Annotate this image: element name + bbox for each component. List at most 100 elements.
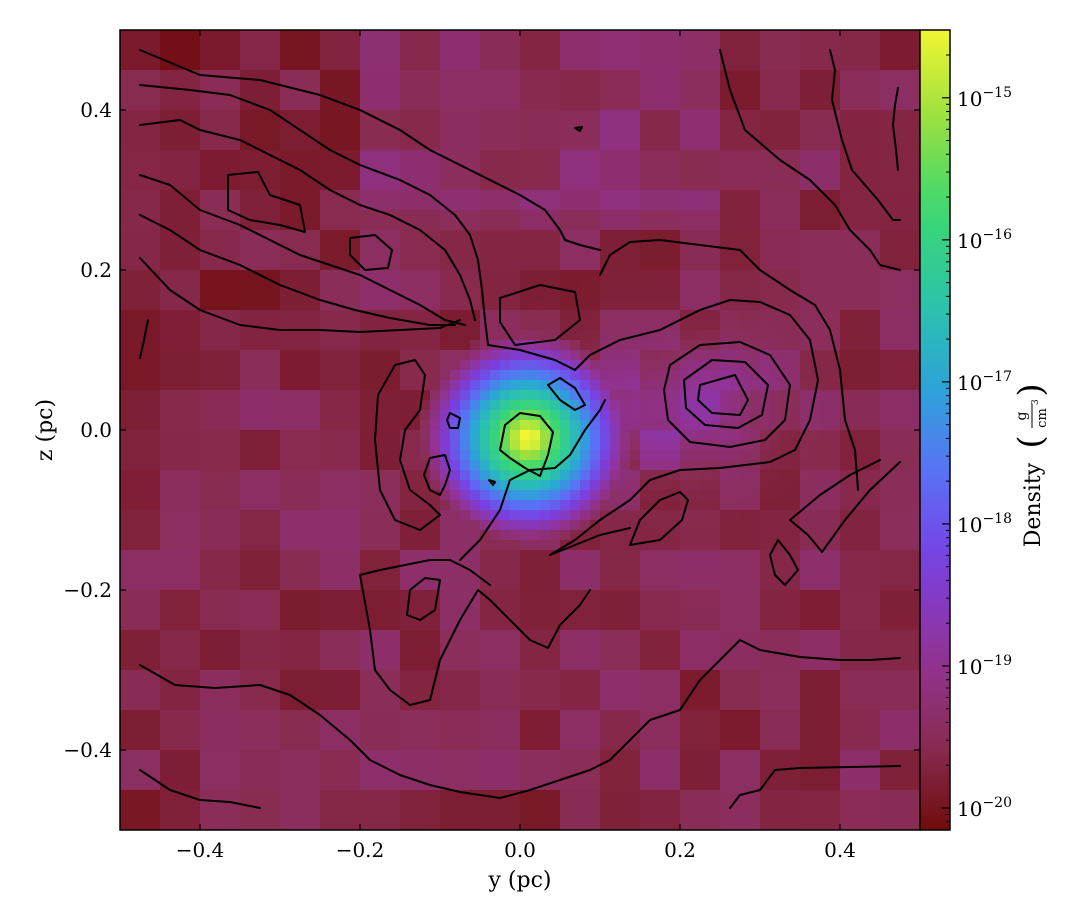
heatmap-cell [250,740,261,751]
heatmap-cell [430,80,441,91]
heatmap-cell [190,410,201,421]
heatmap-cell [630,780,641,791]
heatmap-cell [690,380,701,391]
heatmap-cell [520,540,531,551]
heatmap-cell [590,50,601,61]
heatmap-cell [640,380,651,391]
heatmap-cell [400,390,411,401]
heatmap-cell [240,580,251,591]
heatmap-cell [240,450,251,461]
heatmap-cell [250,780,261,791]
heatmap-cell [120,730,131,741]
heatmap-cell [300,30,311,41]
heatmap-cell [340,670,351,681]
heatmap-cell [230,240,241,251]
heatmap-cell [130,820,141,830]
heatmap-cell [640,240,651,251]
heatmap-cell [380,740,391,751]
heatmap-cell [370,810,381,821]
heatmap-cell [450,440,461,451]
heatmap-cell [680,260,691,271]
heatmap-cell [120,580,131,591]
heatmap-cell [200,210,211,221]
heatmap-cell [700,750,711,761]
heatmap-cell [240,270,251,281]
heatmap-cell [150,200,161,211]
heatmap-cell [310,220,321,231]
heatmap-cell [600,690,611,701]
heatmap-cell [610,350,621,361]
heatmap-cell [180,710,191,721]
heatmap-cell [570,490,581,501]
heatmap-cell [140,160,151,171]
heatmap-cell [650,660,661,671]
heatmap-cell [390,770,401,781]
heatmap-cell [170,320,181,331]
heatmap-cell [290,170,301,181]
heatmap-cell [700,370,711,381]
heatmap-cell [570,260,581,271]
heatmap-cell [160,510,171,521]
heatmap-cell [570,710,581,721]
heatmap-cell [560,520,571,531]
heatmap-cell [150,710,161,721]
heatmap-cell [300,660,311,671]
heatmap-cell [380,490,391,501]
heatmap-cell [300,560,311,571]
heatmap-cell [680,270,691,281]
heatmap-cell [640,550,651,561]
heatmap-cell [120,620,131,631]
heatmap-cell [190,690,201,701]
heatmap-cell [210,710,221,721]
heatmap-cell [170,260,181,271]
heatmap-cell [160,540,171,551]
heatmap-cell [260,190,271,201]
heatmap-cell [660,630,671,641]
heatmap-cell [370,560,381,571]
heatmap-cell [440,160,451,171]
heatmap-cell [250,390,261,401]
heatmap-cell [550,370,561,381]
heatmap-cell [390,230,401,241]
heatmap-cell [520,120,531,131]
heatmap-cell [630,590,641,601]
heatmap-cell [280,540,291,551]
heatmap-cell [600,190,611,201]
heatmap-cell [330,690,341,701]
heatmap-cell [440,760,451,771]
heatmap-cell [140,770,151,781]
heatmap-cell [430,490,441,501]
heatmap-cell [600,540,611,551]
heatmap-cell [270,680,281,691]
heatmap-cell [720,220,731,231]
heatmap-cell [580,470,591,481]
heatmap-cell [710,110,721,121]
heatmap-cell [140,320,151,331]
heatmap-cell [630,370,641,381]
heatmap-cell [200,80,211,91]
heatmap-cell [230,220,241,231]
heatmap-cell [710,190,721,201]
heatmap-cell [610,270,621,281]
heatmap-cell [580,640,591,651]
heatmap-cell [550,770,561,781]
heatmap-cell [420,590,431,601]
heatmap-cell [590,320,601,331]
heatmap-cell [350,590,361,601]
heatmap-cell [550,60,561,71]
heatmap-cell [710,630,721,641]
heatmap-cell [290,680,301,691]
heatmap-cell [320,480,331,491]
heatmap-cell [490,770,501,781]
heatmap-cell [670,750,681,761]
heatmap-cell [470,810,481,821]
heatmap-cell [330,420,341,431]
heatmap-cell [170,550,181,561]
heatmap-cell [170,770,181,781]
heatmap-cell [650,30,661,41]
heatmap-cell [250,580,261,591]
heatmap-cell [440,240,451,251]
heatmap-cell [270,690,281,701]
heatmap-cell [650,280,661,291]
heatmap-cell [620,730,631,741]
